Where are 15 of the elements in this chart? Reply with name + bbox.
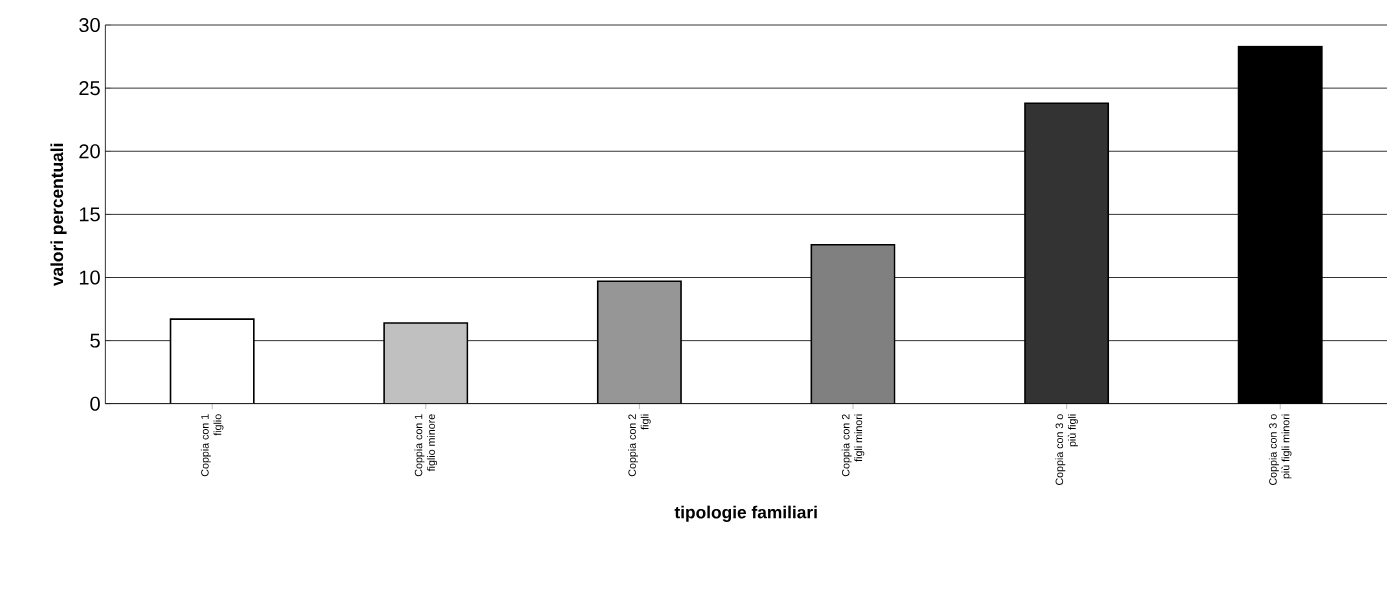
x-tick-label: Coppia con 2 figli minori bbox=[841, 414, 865, 477]
x-tick-label: Coppia con 1 figlio minore bbox=[414, 414, 438, 477]
y-tick-label: 20 bbox=[79, 144, 100, 159]
y-axis-title: valori percentuali bbox=[50, 143, 67, 287]
y-tick-label: 25 bbox=[79, 80, 100, 96]
y-tick-label: 0 bbox=[90, 396, 100, 411]
x-tick-label: Coppia con 3 o più figli bbox=[1055, 414, 1078, 485]
y-tick-label: 15 bbox=[79, 207, 100, 222]
y-tick-label: 30 bbox=[79, 17, 100, 33]
x-tick-label: Coppia con 2 figli bbox=[628, 414, 651, 477]
x-tick-label: Coppia con 3 o più figli minori bbox=[1268, 414, 1292, 485]
x-tick-label: Coppia con 1 figlio bbox=[200, 414, 224, 477]
y-tick-label: 5 bbox=[90, 333, 100, 348]
x-axis-title: tipologie familiari bbox=[674, 505, 817, 522]
y-tick-label: 10 bbox=[79, 270, 100, 285]
